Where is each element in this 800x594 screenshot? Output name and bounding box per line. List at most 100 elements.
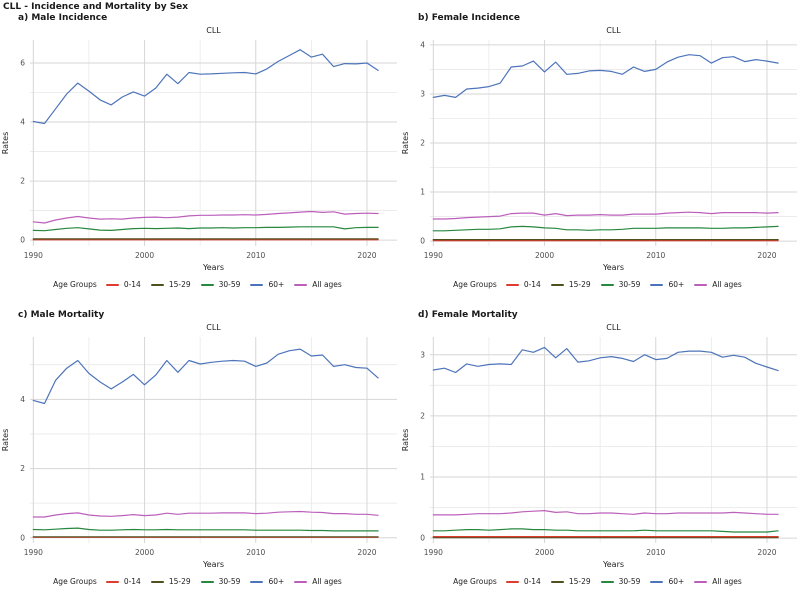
x-tick-label: 2000 bbox=[135, 548, 154, 557]
legend-label: 60+ bbox=[668, 280, 685, 289]
x-tick-label: 2020 bbox=[757, 548, 776, 557]
legend-key-icon bbox=[250, 283, 264, 286]
x-tick-label: 2010 bbox=[646, 548, 665, 557]
legend-key-icon bbox=[505, 580, 519, 583]
x-tick-label: 2020 bbox=[757, 251, 776, 260]
series-line-All ages bbox=[32, 210, 379, 224]
legend-label: 30-59 bbox=[618, 577, 641, 586]
legend-key-icon bbox=[694, 580, 708, 583]
chart-subtitle: CLL bbox=[606, 26, 621, 35]
legend-key-icon bbox=[294, 580, 308, 583]
legend-key-icon bbox=[694, 283, 708, 286]
legend-key-icon bbox=[600, 580, 614, 583]
chart-canvas-male-mortality: 1990 2000 2010 2020 0 2 4 Years Rates bbox=[1, 337, 397, 569]
legend-label: 15-29 bbox=[568, 577, 591, 586]
panel-male-incidence: a) Male Incidence CLL 1990 2000 2010 2020 0 2… bbox=[0, 0, 400, 297]
y-tick-label: 2 bbox=[420, 411, 425, 420]
legend-label: 15-29 bbox=[568, 280, 591, 289]
legend-label: All ages bbox=[312, 280, 342, 289]
legend-title: Age Groups bbox=[53, 577, 97, 586]
x-tick-label: 2020 bbox=[357, 251, 376, 260]
series-line-60+ bbox=[32, 348, 379, 405]
chart-canvas-female-mortality: 1990 2000 2010 2020 0 1 2 3 Years Rates bbox=[401, 337, 797, 569]
legend-key-icon bbox=[650, 283, 664, 286]
legend-key-icon bbox=[250, 580, 264, 583]
legend: Age Groups 0-14 15-29 30-59 60+ All ages bbox=[0, 280, 400, 289]
legend-label: 0-14 bbox=[123, 280, 141, 289]
legend: Age Groups 0-14 15-29 30-59 60+ All ages bbox=[400, 577, 800, 586]
legend-label: 0-14 bbox=[523, 577, 541, 586]
y-tick-label: 4 bbox=[420, 41, 425, 50]
legend-label: All ages bbox=[712, 280, 742, 289]
legend-key-icon bbox=[150, 283, 164, 286]
y-tick-label: 2 bbox=[420, 139, 425, 148]
legend: Age Groups 0-14 15-29 30-59 60+ All ages bbox=[0, 577, 400, 586]
series-line-60+ bbox=[432, 54, 779, 99]
series-line-60+ bbox=[432, 346, 779, 374]
x-tick-label: 2010 bbox=[246, 548, 265, 557]
legend-label: 60+ bbox=[268, 280, 285, 289]
x-axis-label: Years bbox=[602, 263, 624, 272]
legend-label: 60+ bbox=[268, 577, 285, 586]
legend-label: 0-14 bbox=[123, 577, 141, 586]
panel-title: c) Male Mortality bbox=[18, 310, 105, 320]
legend-label: 30-59 bbox=[218, 577, 241, 586]
legend-label: 15-29 bbox=[168, 280, 191, 289]
y-tick-label: 0 bbox=[420, 237, 425, 246]
chart-subtitle: CLL bbox=[206, 26, 221, 35]
panel-male-mortality: c) Male Mortality CLL 1990 2000 2010 2020 0 2… bbox=[0, 297, 400, 594]
y-tick-label: 0 bbox=[20, 236, 25, 245]
panel-female-mortality: d) Female Mortality CLL 1990 2000 2010 2020… bbox=[400, 297, 800, 594]
series-line-All ages bbox=[432, 510, 779, 516]
legend-key-icon bbox=[200, 580, 214, 583]
x-tick-label: 1990 bbox=[424, 548, 443, 557]
x-axis-label: Years bbox=[202, 560, 224, 569]
chart-canvas-male-incidence: 1990 2000 2010 2020 0 2 4 6 Years Rates bbox=[1, 40, 397, 272]
x-axis-label: Years bbox=[202, 263, 224, 272]
x-tick-label: 1990 bbox=[24, 548, 43, 557]
legend-title: Age Groups bbox=[453, 577, 497, 586]
legend-key-icon bbox=[150, 580, 164, 583]
x-tick-label: 1990 bbox=[424, 251, 443, 260]
x-tick-label: 2010 bbox=[646, 251, 665, 260]
x-tick-label: 2000 bbox=[135, 251, 154, 260]
x-tick-label: 2010 bbox=[246, 251, 265, 260]
legend-key-icon bbox=[650, 580, 664, 583]
y-axis-label: Rates bbox=[1, 429, 10, 452]
legend-key-icon bbox=[600, 283, 614, 286]
legend-title: Age Groups bbox=[453, 280, 497, 289]
legend-key-icon bbox=[505, 283, 519, 286]
y-tick-label: 2 bbox=[20, 464, 25, 473]
legend-label: 30-59 bbox=[618, 280, 641, 289]
legend-label: 60+ bbox=[668, 577, 685, 586]
legend-key-icon bbox=[550, 580, 564, 583]
y-tick-label: 1 bbox=[420, 188, 425, 197]
y-tick-label: 6 bbox=[20, 59, 25, 68]
series-line-30-59 bbox=[32, 527, 379, 532]
legend-key-icon bbox=[294, 283, 308, 286]
legend-key-icon bbox=[550, 283, 564, 286]
chart-subtitle: CLL bbox=[606, 323, 621, 332]
legend-title: Age Groups bbox=[53, 280, 97, 289]
y-tick-label: 2 bbox=[20, 177, 25, 186]
x-tick-label: 2000 bbox=[535, 548, 554, 557]
legend-label: 0-14 bbox=[523, 280, 541, 289]
panel-title: d) Female Mortality bbox=[418, 310, 518, 320]
y-tick-label: 4 bbox=[20, 118, 25, 127]
panel-title: a) Male Incidence bbox=[18, 13, 108, 23]
panel-female-incidence: b) Female Incidence CLL 1990 2000 2010 2020… bbox=[400, 0, 800, 297]
legend: Age Groups 0-14 15-29 30-59 60+ All ages bbox=[400, 280, 800, 289]
legend-label: 15-29 bbox=[168, 577, 191, 586]
series-line-30-59 bbox=[432, 528, 779, 533]
legend-key-icon bbox=[105, 283, 119, 286]
x-tick-label: 2020 bbox=[357, 548, 376, 557]
y-tick-label: 0 bbox=[420, 534, 425, 543]
series-line-30-59 bbox=[432, 225, 779, 232]
series-line-All ages bbox=[432, 211, 779, 220]
y-tick-label: 3 bbox=[420, 350, 425, 359]
legend-key-icon bbox=[200, 283, 214, 286]
legend-label: All ages bbox=[712, 577, 742, 586]
legend-label: 30-59 bbox=[218, 280, 241, 289]
page-title: CLL - Incidence and Mortality by Sex bbox=[3, 2, 189, 12]
